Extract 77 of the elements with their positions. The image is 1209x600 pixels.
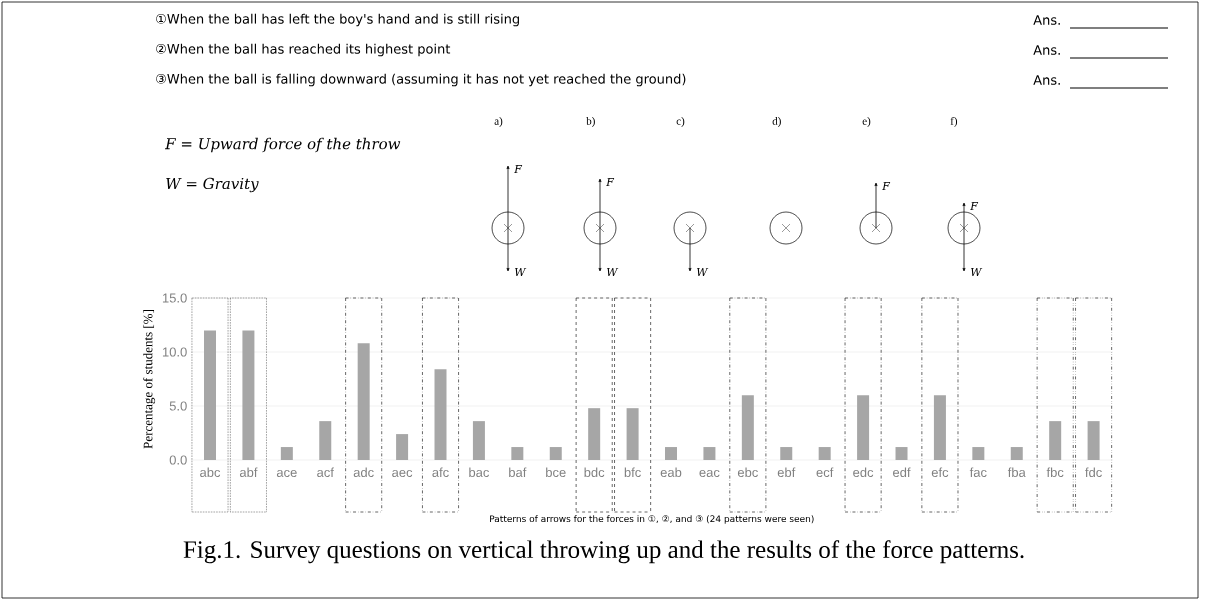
x-tick-label: bdc xyxy=(584,467,605,478)
x-tick-label: eab xyxy=(660,467,682,478)
y-tick-label: 5.0 xyxy=(169,401,187,411)
text: W xyxy=(970,268,983,277)
x-tick-label: efc xyxy=(931,467,949,478)
text: W = Gravity xyxy=(166,177,259,193)
text: F xyxy=(606,178,615,187)
bar xyxy=(588,408,601,461)
bar xyxy=(933,395,946,461)
bar xyxy=(780,447,793,461)
x-tick-label: aec xyxy=(392,469,413,478)
x-tick-label: eac xyxy=(699,469,720,478)
x-tick-label: adc xyxy=(353,467,374,478)
bar xyxy=(1010,447,1023,461)
text: Fig.1. Survey questions on vertical throwing up and the results of the force patterns. xyxy=(183,540,1024,564)
y-tick-label: 10.0 xyxy=(162,347,187,357)
bar xyxy=(472,421,485,461)
bar xyxy=(895,447,908,461)
text: F xyxy=(970,202,979,211)
text: f) xyxy=(950,116,958,128)
x-tick-label: fba xyxy=(1007,467,1026,478)
text: Ans. xyxy=(1033,45,1060,55)
y-tick-label: 0.0 xyxy=(169,455,187,465)
bar xyxy=(434,369,447,461)
bar xyxy=(857,395,870,461)
x-tick-label: acf xyxy=(317,467,334,478)
text: ①When the ball has left the boy's hand and is still rising xyxy=(156,13,519,27)
x-tick-label: afc xyxy=(432,467,449,478)
text: F = Upward force of the throw xyxy=(164,137,401,153)
x-tick-label: edf xyxy=(893,467,911,478)
text: W xyxy=(606,268,619,277)
y-axis-title: Percentage of students [%] xyxy=(143,310,156,449)
x-tick-label: bfc xyxy=(624,467,641,478)
bar xyxy=(665,447,678,461)
text: a) xyxy=(494,117,503,127)
y-tick-label: 15.0 xyxy=(162,293,187,303)
bar xyxy=(972,447,985,461)
x-tick-label: baf xyxy=(509,467,527,478)
text: W xyxy=(514,268,527,277)
text: ②When the ball has reached its highest point xyxy=(156,43,451,57)
bar xyxy=(242,330,255,461)
x-tick-label: ebf xyxy=(777,467,796,478)
x-tick-label: abf xyxy=(239,467,258,478)
text: e) xyxy=(862,117,871,127)
text: b) xyxy=(586,117,595,127)
x-tick-label: ecf xyxy=(816,467,834,478)
bar xyxy=(280,447,293,461)
text: Ans. xyxy=(1033,75,1060,85)
bar xyxy=(319,421,332,461)
x-tick-label: abc xyxy=(200,467,221,478)
text: ③When the ball is falling downward (assuming it has not yet reached the ground) xyxy=(156,73,686,87)
x-tick-label: edc xyxy=(853,467,874,478)
x-tick-label: fbc xyxy=(1046,467,1064,478)
bar xyxy=(1049,421,1062,461)
bar xyxy=(204,330,216,461)
text: d) xyxy=(772,117,781,127)
bar xyxy=(741,395,754,461)
x-tick-label: fac xyxy=(969,467,987,478)
x-axis-title: Patterns of arrows for the forces in ①, ②, and ③ (24 patterns were seen) xyxy=(490,515,814,524)
bar xyxy=(703,447,716,461)
bar xyxy=(357,343,370,461)
x-tick-label: bce xyxy=(546,467,566,478)
bar xyxy=(511,447,524,461)
text: W xyxy=(696,268,709,277)
bar xyxy=(818,447,831,461)
x-tick-label: ebc xyxy=(737,467,758,478)
x-tick-label: fdc xyxy=(1085,467,1102,478)
text: Ans. xyxy=(1033,15,1060,25)
bar xyxy=(549,447,562,461)
text: F xyxy=(514,165,523,174)
text: F xyxy=(882,182,891,191)
bar xyxy=(396,434,409,461)
x-tick-label: bac xyxy=(469,467,490,478)
text: c) xyxy=(676,117,685,127)
x-tick-label: ace xyxy=(276,469,297,478)
bar xyxy=(1087,421,1100,461)
bar xyxy=(626,408,639,461)
